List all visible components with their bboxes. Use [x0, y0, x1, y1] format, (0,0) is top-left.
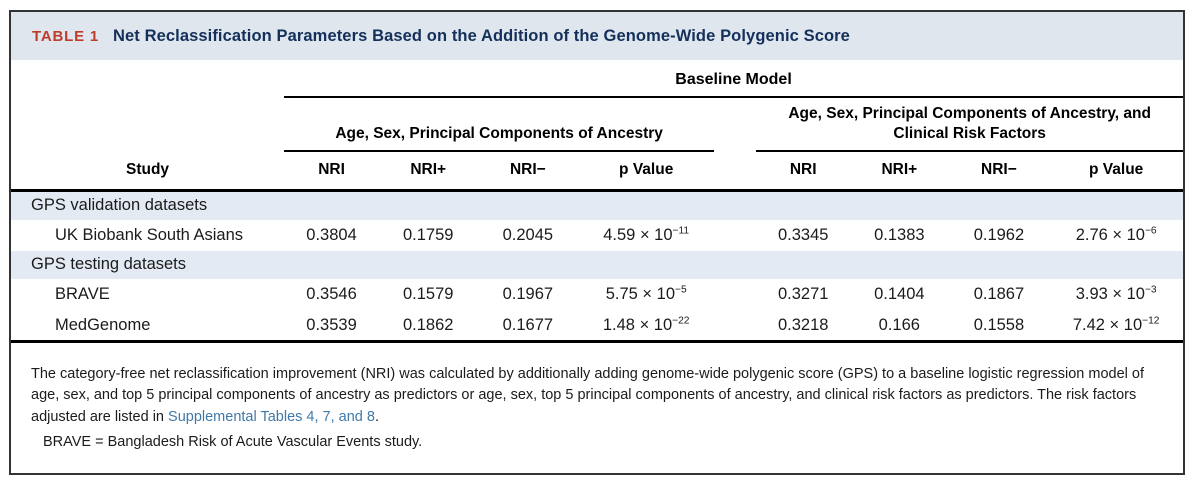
p-value-cell: 2.76 × 10−6 — [1075, 225, 1157, 245]
p-value-column-header: p Value — [578, 151, 715, 193]
value-cell: 0.1967 — [502, 285, 554, 304]
study-name: UK Biobank South Asians — [55, 226, 244, 245]
p-value-cell: 3.93 × 10−3 — [1075, 284, 1157, 304]
value-cell: 0.3345 — [777, 226, 829, 245]
column-gap-spacer — [714, 151, 757, 193]
value-cell: 0.3804 — [306, 226, 357, 245]
p-value-column-header: p Value — [1049, 151, 1183, 193]
value-cell: 0.1383 — [874, 226, 925, 245]
value-cell: 0.1867 — [973, 285, 1025, 304]
footnote-text-before-link: The category-free net reclassification i… — [31, 365, 1145, 425]
nri-column-header: NRI — [756, 151, 851, 193]
baseline-model-header: Baseline Model — [284, 60, 1183, 98]
value-cell: 0.3271 — [777, 285, 829, 304]
value-cell: 0.1677 — [477, 310, 579, 343]
value-cell: 0.2045 — [502, 226, 554, 245]
column-gap-spacer — [714, 220, 756, 251]
table-title: Net Reclassification Parameters Based on… — [113, 26, 850, 45]
baseline-model-row: Baseline Model — [11, 60, 1183, 98]
table-head: Baseline Model Age, Sex, Principal Compo… — [11, 60, 1183, 193]
p-value-cell: 7.42 × 10−12 — [1049, 310, 1183, 343]
table-body: GPS validation datasets UK Biobank South … — [11, 190, 1183, 343]
table-row: UK Biobank South Asians 0.3804 0.1759 0.204… — [11, 220, 1183, 251]
group2-header: Age, Sex, Principal Components of Ancest… — [756, 97, 1183, 153]
nri-minus-column-header: NRI− — [948, 151, 1050, 193]
value-cell: 0.3546 — [306, 285, 357, 304]
p-value-cell: 5.75 × 10−5 — [605, 284, 687, 304]
value-cell: 0.1962 — [973, 226, 1025, 245]
column-gap-spacer — [714, 310, 757, 343]
p-value-cell: 1.48 × 10−22 — [578, 310, 715, 343]
table-figure-frame: TABLE 1 Net Reclassification Parameters … — [9, 10, 1185, 475]
section-label: GPS testing datasets — [31, 255, 187, 274]
value-cell: 0.1404 — [874, 285, 925, 304]
group1-header: Age, Sex, Principal Components of Ancest… — [284, 97, 715, 153]
study-column-header: Study — [11, 151, 285, 193]
value-cell: 0.1759 — [402, 226, 454, 245]
empty-cell — [11, 97, 284, 151]
study-name: BRAVE — [55, 285, 110, 304]
footnote-text-after-link: . — [374, 408, 379, 425]
column-gap-spacer — [714, 279, 756, 310]
nri-plus-column-header: NRI+ — [379, 151, 478, 193]
model-group-row: Age, Sex, Principal Components of Ancest… — [11, 97, 1183, 153]
table-title-bar: TABLE 1 Net Reclassification Parameters … — [11, 12, 1183, 60]
table-row: MedGenome 0.3539 0.1862 0.1677 1.48 × 10−22 0… — [11, 310, 1183, 343]
value-cell: 0.1579 — [402, 285, 454, 304]
footnote-paragraph: The category-free net reclassification i… — [31, 364, 1165, 428]
column-header-row: Study NRI NRI+ NRI− p Value NRI NRI+ NRI… — [11, 151, 1183, 193]
value-cell: 0.166 — [850, 310, 949, 343]
results-table: Baseline Model Age, Sex, Principal Compo… — [11, 60, 1183, 343]
p-value-cell: 4.59 × 10−11 — [603, 225, 690, 245]
nri-column-header: NRI — [284, 151, 379, 193]
value-cell: 0.1558 — [948, 310, 1050, 343]
section-row: GPS testing datasets — [11, 251, 1183, 280]
column-gap-spacer — [714, 97, 756, 151]
abbreviation-line: BRAVE = Bangladesh Risk of Acute Vascula… — [43, 434, 423, 451]
table-row: BRAVE 0.3546 0.1579 0.1967 5.75 × 10−5 0.3271… — [11, 279, 1183, 310]
value-cell: 0.3539 — [284, 310, 379, 343]
empty-cell — [11, 60, 284, 97]
value-cell: 0.1862 — [379, 310, 478, 343]
nri-plus-column-header: NRI+ — [850, 151, 949, 193]
section-label: GPS validation datasets — [31, 196, 208, 215]
section-row: GPS validation datasets — [11, 190, 1183, 221]
footnote: The category-free net reclassification i… — [11, 343, 1183, 454]
value-cell: 0.3218 — [756, 310, 851, 343]
nri-minus-column-header: NRI− — [477, 151, 579, 193]
table-number-label: TABLE 1 — [32, 27, 99, 45]
supplemental-tables-link[interactable]: Supplemental Tables 4, 7, and 8 — [168, 408, 375, 425]
study-name: MedGenome — [11, 310, 285, 343]
